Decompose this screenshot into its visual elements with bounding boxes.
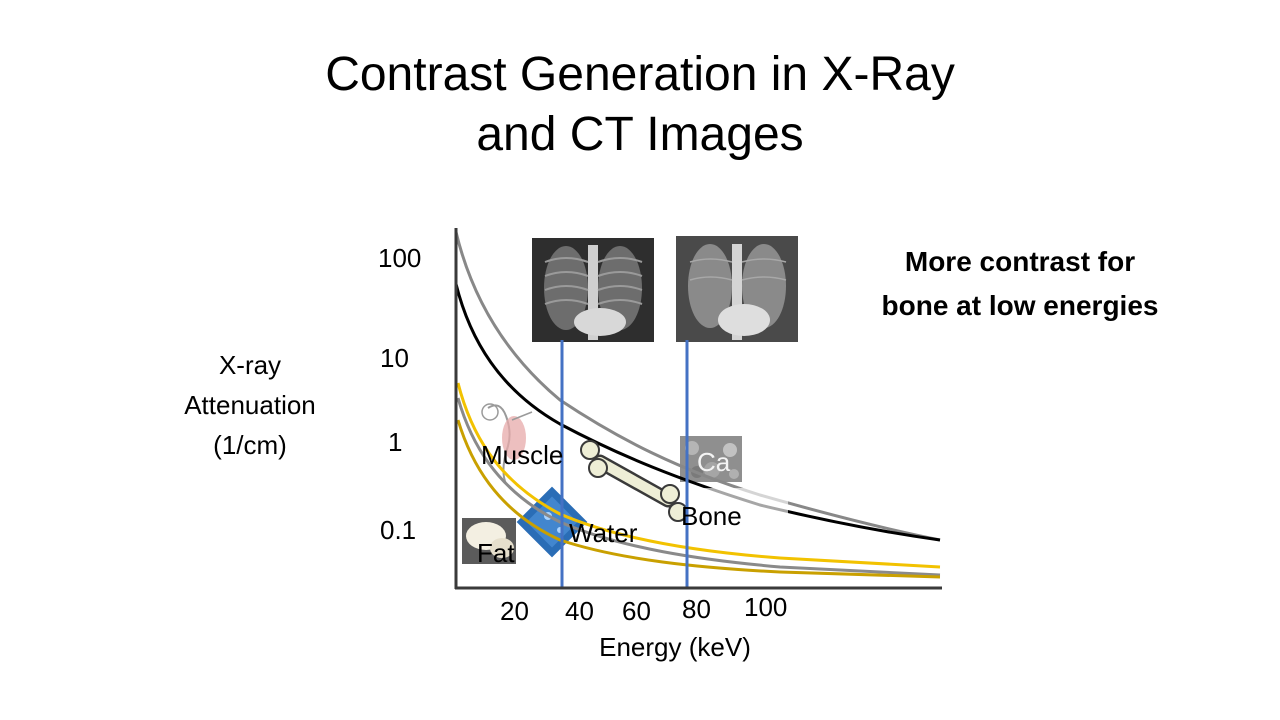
y-tick-0-1: 0.1 <box>380 515 417 545</box>
x-tick-80: 80 <box>682 594 711 624</box>
curve-black <box>454 283 941 542</box>
x-tick-20: 20 <box>500 596 529 626</box>
label-muscle: Muscle <box>481 440 564 470</box>
y-tick-10: 10 <box>380 343 409 373</box>
bone-label-backdrop <box>680 488 788 530</box>
label-water: Water <box>569 518 638 548</box>
fat-image <box>462 518 516 564</box>
y-axis-label-line-1: X-ray <box>218 350 282 380</box>
bone-icon <box>580 440 688 522</box>
y-axis-label-line-2: Attenuation <box>184 390 316 420</box>
curve-gray-low <box>456 397 941 577</box>
label-ca: Ca <box>697 447 731 477</box>
label-fat: Fat <box>477 538 515 568</box>
x-tick-40: 40 <box>565 596 594 626</box>
x-tick-100: 100 <box>744 592 788 622</box>
curve-yellow <box>456 382 941 569</box>
y-tick-1: 1 <box>388 427 403 457</box>
slide-title: Contrast Generation in X-Ray and CT Imag… <box>0 45 1280 165</box>
y-axis-label: X-ray Attenuation (1/cm) <box>160 345 340 465</box>
callout-text: More contrast for bone at low energies <box>840 240 1200 328</box>
y-axis-label-line-3: (1/cm) <box>213 430 287 460</box>
curve-gold <box>456 419 941 579</box>
calcium-image <box>680 436 742 482</box>
chest-xray-image-low-energy <box>532 238 654 342</box>
callout-line-2: bone at low energies <box>881 290 1159 321</box>
label-bone: Bone <box>681 501 742 531</box>
title-line-2: and CT Images <box>476 108 804 161</box>
chest-xray-image-high-energy <box>676 236 798 342</box>
title-line-1: Contrast Generation in X-Ray <box>325 48 955 101</box>
muscle-image <box>481 403 533 485</box>
x-tick-60: 60 <box>622 596 651 626</box>
curve-gray <box>454 231 941 542</box>
callout-line-1: More contrast for <box>904 246 1136 277</box>
y-tick-100: 100 <box>378 243 422 273</box>
x-axis-label: Energy (keV) <box>599 632 751 662</box>
